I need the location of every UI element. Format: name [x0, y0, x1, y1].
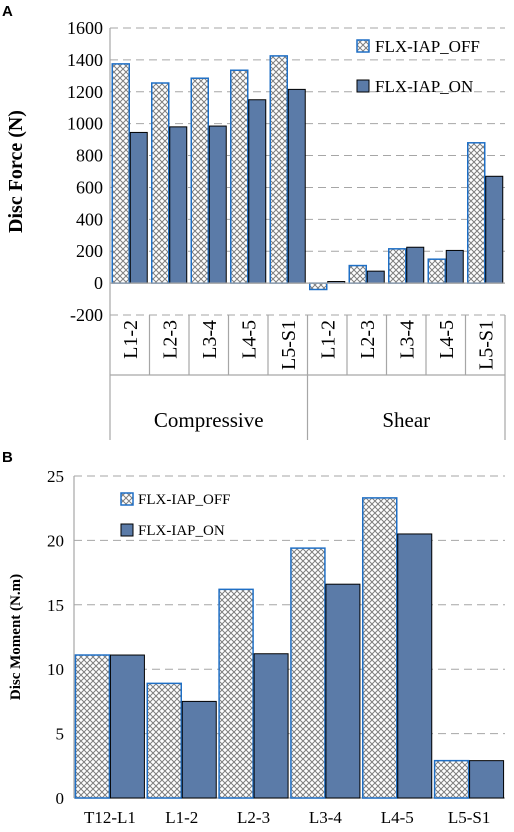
legend-swatch-off	[356, 39, 370, 53]
bar-flx-iap-on	[366, 270, 385, 284]
bar-flx-iap-on	[109, 654, 145, 799]
bar-flx-iap-off	[290, 547, 326, 799]
x-tick-label: L5-S1	[278, 320, 300, 370]
bar-flx-iap-off	[151, 82, 170, 284]
x-tick-label: L2-3	[357, 320, 379, 359]
legend-label-off: FLX-IAP_OFF	[138, 492, 231, 508]
bar-flx-iap-off	[309, 282, 328, 291]
bar-flx-iap-on	[287, 88, 306, 284]
panel-b: B 0 5 10 15 20 25 Disc Moment (N.m) T12-L1 L1-2 L2…	[2, 449, 505, 827]
legend-label-on: FLX-IAP_ON	[138, 523, 225, 539]
legend-swatch-on	[120, 523, 134, 537]
panel-b-label: B	[2, 449, 13, 466]
x-tick-label: L4-5	[436, 320, 458, 359]
y-tick-label: 10	[47, 660, 64, 679]
bar-flx-iap-on	[253, 653, 289, 799]
bar-flx-iap-on	[169, 126, 188, 284]
y-tick-label: 0	[56, 789, 65, 808]
y-tick-label: 400	[76, 209, 103, 229]
x-tick-label: L5-S1	[475, 320, 497, 370]
y-tick-label: 1000	[67, 114, 103, 134]
bar-flx-iap-off	[269, 55, 288, 284]
legend: FLX-IAP_OFF FLX-IAP_ON	[120, 492, 231, 539]
y-tick-label: 15	[47, 596, 64, 615]
bar-flx-iap-off	[111, 63, 130, 284]
x-tick-label: L2-3	[237, 808, 270, 827]
legend-label-off: FLX-IAP_OFF	[375, 37, 480, 56]
y-tick-label: 200	[76, 241, 103, 261]
bar-flx-iap-on	[485, 175, 504, 284]
bar-flx-iap-off	[190, 77, 209, 284]
bar-flx-iap-off	[427, 258, 446, 284]
bar-flx-iap-off	[74, 654, 111, 799]
bar-flx-iap-on	[129, 131, 148, 284]
x-tick-label: L3-4	[199, 320, 221, 359]
x-tick-label: L1-2	[165, 808, 198, 827]
bar-flx-iap-on	[397, 533, 433, 799]
bar-flx-iap-off	[146, 682, 182, 799]
bar-flx-iap-on	[406, 246, 425, 284]
x-tick-label: L3-4	[396, 320, 418, 359]
y-tick-label: 1600	[67, 18, 103, 38]
y-tick-label: 20	[47, 531, 64, 550]
y-tick-label: 25	[47, 467, 64, 486]
x-tick-label: L4-5	[238, 320, 260, 359]
group-label: Shear	[382, 408, 430, 432]
y-tick-label: 0	[94, 273, 103, 293]
bar-flx-iap-on	[181, 700, 217, 799]
y-tick-label: 1400	[67, 50, 103, 70]
bar-flx-iap-on	[248, 99, 267, 284]
y-axis-title: Disc Force (N)	[5, 110, 27, 233]
bar-flx-iap-off	[362, 497, 398, 799]
bar-flx-iap-on	[445, 249, 464, 284]
bar-flx-iap-off	[388, 248, 407, 284]
panel-a: A -200 0 200 400 600 800 1000 1200 1400 1600 Disc F…	[2, 3, 506, 440]
y-axis-title: Disc Moment (N.m)	[8, 574, 24, 700]
y-tick-label: -200	[70, 305, 103, 325]
legend-swatch-off	[120, 492, 134, 506]
legend-swatch-on	[356, 79, 370, 93]
x-tick-label: T12-L1	[84, 808, 136, 827]
x-tick-label: L2-3	[159, 320, 181, 359]
bar-flx-iap-on	[208, 125, 227, 284]
legend: FLX-IAP_OFF FLX-IAP_ON	[356, 37, 480, 96]
y-tick-label: 5	[56, 725, 65, 744]
y-tick-label: 600	[76, 177, 103, 197]
bar-flx-iap-off	[467, 142, 486, 284]
x-tick-label: L1-2	[317, 320, 339, 359]
bar-flx-iap-off	[218, 588, 254, 799]
bar-flx-iap-off	[433, 759, 470, 799]
bar-flx-iap-off	[230, 69, 249, 284]
legend-label-on: FLX-IAP_ON	[375, 77, 473, 96]
panel-a-label: A	[2, 3, 13, 20]
x-tick-label: L3-4	[309, 808, 343, 827]
bar-flx-iap-off	[348, 264, 367, 284]
group-label: Compressive	[154, 408, 264, 432]
x-tick-label: L4-5	[381, 808, 414, 827]
x-tick-label: L1-2	[120, 320, 142, 359]
y-tick-label: 800	[76, 146, 103, 166]
bar-flx-iap-on	[325, 583, 361, 799]
bar-flx-iap-on	[469, 760, 505, 799]
x-tick-label: L5-S1	[448, 808, 491, 827]
y-tick-label: 1200	[67, 82, 103, 102]
